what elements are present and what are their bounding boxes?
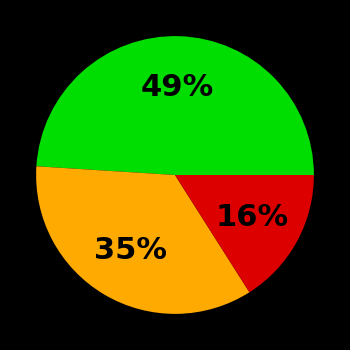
Wedge shape bbox=[36, 166, 250, 314]
Wedge shape bbox=[36, 36, 314, 175]
Text: 16%: 16% bbox=[215, 203, 288, 232]
Text: 35%: 35% bbox=[94, 236, 167, 265]
Wedge shape bbox=[175, 175, 314, 292]
Text: 49%: 49% bbox=[141, 73, 214, 102]
